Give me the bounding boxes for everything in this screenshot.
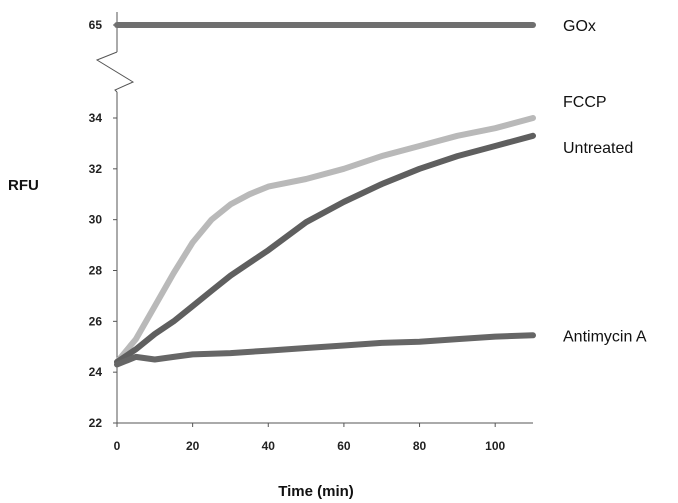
x-tick-label: 100: [485, 439, 505, 453]
ticks-group: 22 24 26 28 30 32 34 65 0 20 40 60 80 100: [89, 18, 506, 453]
series-labels-group: GOx FCCP Untreated Antimycin A: [563, 18, 647, 345]
x-tick-label: 60: [337, 439, 351, 453]
x-tick-label: 40: [262, 439, 276, 453]
series-group: [114, 22, 536, 368]
x-axis-title: Time (min): [278, 483, 354, 500]
series-line-antimycin-a: [114, 332, 536, 368]
axes-group: [95, 12, 533, 424]
y-tick-label-upper: 65: [89, 18, 103, 32]
series-line-untreated: [114, 132, 536, 365]
series-line-fccp: [114, 115, 536, 365]
series-label-gox: GOx: [563, 18, 596, 35]
x-tick-label: 20: [186, 439, 200, 453]
series-label-antimycin-a: Antimycin A: [563, 328, 647, 345]
y-tick-label: 24: [89, 365, 103, 379]
y-axis-title: RFU: [8, 177, 39, 194]
x-tick-label: 80: [413, 439, 427, 453]
series-label-fccp: FCCP: [563, 94, 607, 111]
y-tick-label: 26: [89, 314, 103, 328]
y-tick-label: 22: [89, 416, 103, 430]
y-tick-label: 28: [89, 264, 103, 278]
y-axis-break-mark: [95, 51, 135, 93]
series-label-untreated: Untreated: [563, 140, 633, 157]
y-tick-label: 32: [89, 162, 103, 176]
y-tick-label: 30: [89, 213, 103, 227]
y-tick-label: 34: [89, 111, 103, 125]
x-tick-label: 0: [114, 439, 121, 453]
